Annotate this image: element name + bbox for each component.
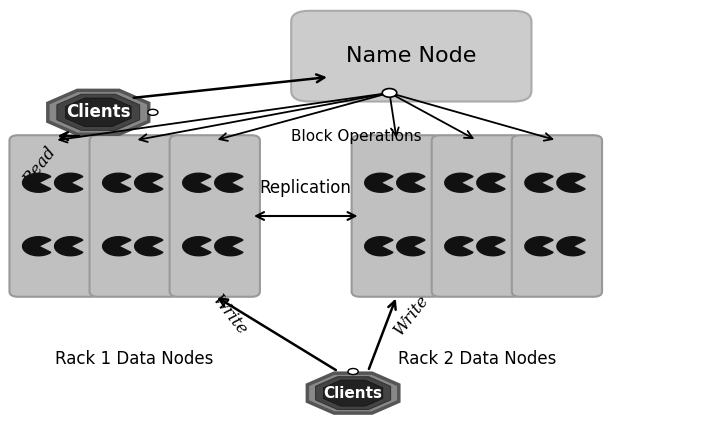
Polygon shape: [315, 377, 391, 410]
Wedge shape: [365, 237, 393, 256]
FancyBboxPatch shape: [291, 11, 531, 102]
Wedge shape: [183, 173, 211, 192]
Wedge shape: [397, 173, 425, 192]
Text: Write: Write: [390, 292, 432, 339]
FancyBboxPatch shape: [9, 135, 100, 297]
FancyBboxPatch shape: [512, 135, 602, 297]
Text: Name Node: Name Node: [346, 46, 477, 66]
Text: Rack 1 Data Nodes: Rack 1 Data Nodes: [55, 349, 214, 368]
FancyBboxPatch shape: [170, 135, 260, 297]
Text: Write: Write: [208, 292, 250, 339]
Wedge shape: [135, 237, 163, 256]
Wedge shape: [365, 173, 393, 192]
FancyBboxPatch shape: [352, 135, 442, 297]
Wedge shape: [23, 173, 51, 192]
Polygon shape: [66, 98, 131, 127]
Wedge shape: [445, 237, 473, 256]
Text: Clients: Clients: [323, 386, 383, 400]
Wedge shape: [557, 237, 585, 256]
Polygon shape: [57, 94, 140, 130]
Wedge shape: [477, 173, 505, 192]
Polygon shape: [48, 90, 149, 134]
Wedge shape: [397, 237, 425, 256]
Wedge shape: [103, 173, 131, 192]
Wedge shape: [215, 173, 243, 192]
Wedge shape: [23, 237, 51, 256]
Wedge shape: [55, 173, 83, 192]
Polygon shape: [323, 380, 383, 406]
Wedge shape: [525, 237, 553, 256]
Wedge shape: [557, 173, 585, 192]
Text: Rack 2 Data Nodes: Rack 2 Data Nodes: [397, 349, 556, 368]
FancyBboxPatch shape: [432, 135, 522, 297]
Text: Block Operations: Block Operations: [291, 129, 422, 143]
Wedge shape: [477, 237, 505, 256]
Text: Read: Read: [20, 144, 60, 188]
Polygon shape: [307, 373, 399, 413]
Circle shape: [348, 368, 358, 375]
Circle shape: [382, 89, 397, 97]
Text: Replication: Replication: [260, 179, 352, 197]
FancyBboxPatch shape: [90, 135, 180, 297]
Wedge shape: [525, 173, 553, 192]
Text: Clients: Clients: [66, 103, 130, 121]
Circle shape: [148, 109, 158, 115]
Wedge shape: [183, 237, 211, 256]
Wedge shape: [103, 237, 131, 256]
Wedge shape: [55, 237, 83, 256]
Wedge shape: [445, 173, 473, 192]
Wedge shape: [215, 237, 243, 256]
Wedge shape: [135, 173, 163, 192]
